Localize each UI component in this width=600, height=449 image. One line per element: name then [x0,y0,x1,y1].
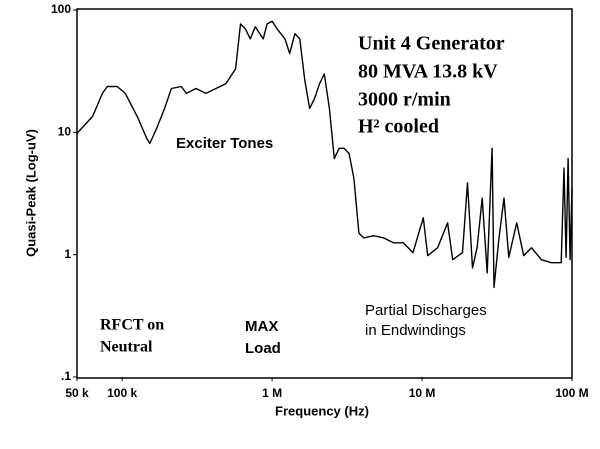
y-axis-label: Quasi-Peak (Log-uV) [23,129,38,257]
annotation: in Endwindings [365,322,466,339]
annotation: Load [245,340,281,357]
annotation: 80 MVA 13.8 kV [358,61,498,83]
annotation: Neutral [100,339,153,356]
annotation: Exciter Tones [176,135,273,152]
annotation: MAX [245,318,278,335]
y-tick-label: .1 [61,369,71,383]
x-axis-label: Frequency (Hz) [275,403,369,418]
y-tick-label: 10 [58,125,72,139]
x-tick-label: 100 M [555,386,588,400]
y-tick-label: 1 [64,247,71,261]
annotation: Partial Discharges [365,302,487,319]
x-tick-label: 10 M [409,386,436,400]
annotation: H² cooled [358,116,439,138]
x-tick-label: 50 k [65,386,89,400]
y-tick-label: 100 [51,2,71,16]
x-tick-label: 1 M [262,386,282,400]
x-tick-label: 100 k [107,386,137,400]
annotation: Unit 4 Generator [358,33,505,55]
annotation: 3000 r/min [358,89,451,111]
annotation: RFCT on [100,317,164,334]
data-line [76,20,573,289]
